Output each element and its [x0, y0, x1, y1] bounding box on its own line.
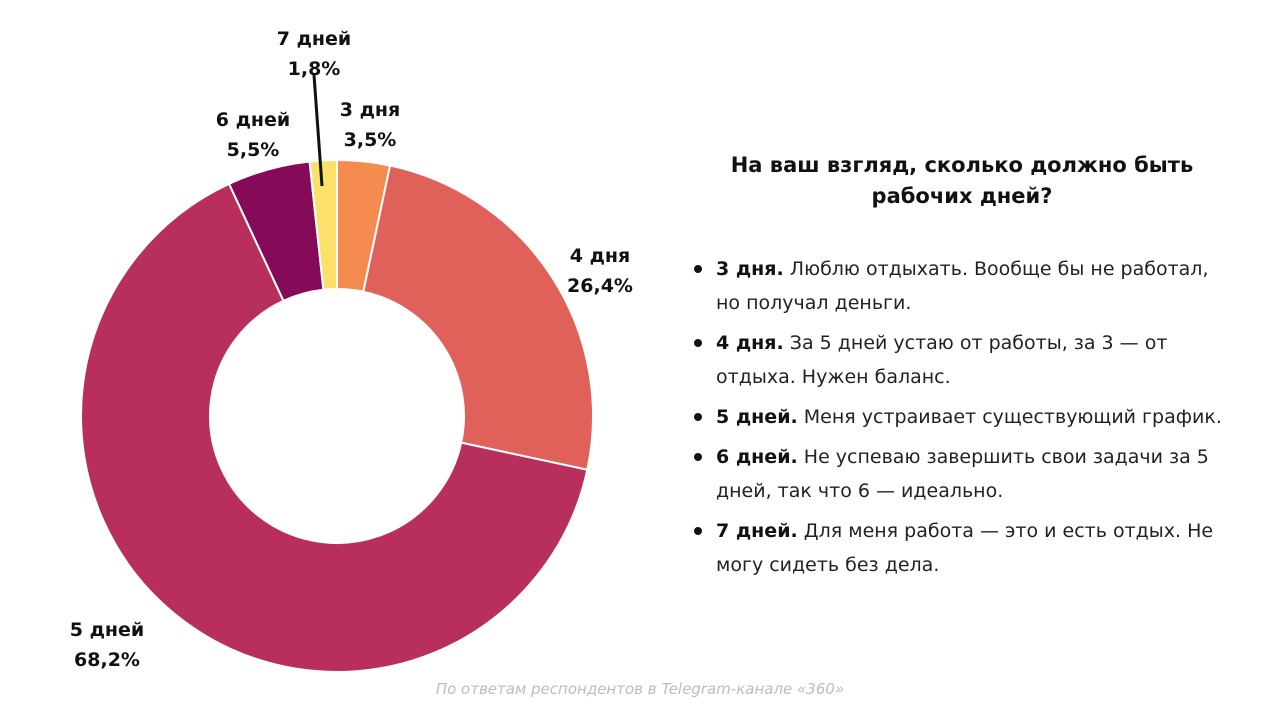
bullet-icon: [694, 413, 702, 421]
slice-4-дня: [362, 164, 594, 471]
donut-chart: 3 дня 3,5% 4 дня 26,4% 5 дней 68,2% 6 дней 5,5%…: [70, 28, 633, 673]
answer-item: 5 дней. Меня устраивает существующий гра…: [692, 400, 1232, 434]
answer-text: Не успеваю завершить свои задачи за 5 дн…: [716, 446, 1209, 502]
bullet-icon: [694, 527, 702, 535]
slice-label-7-дней: 7 дней: [277, 28, 352, 50]
answer-text: Люблю отдыхать. Вообще бы не работал, но…: [716, 258, 1209, 314]
slice-label-6-дней: 6 дней: [216, 109, 291, 131]
answer-text: Меня устраивает существующий график.: [803, 406, 1222, 428]
bullet-icon: [694, 265, 702, 273]
slice-value-3-дня: 3,5%: [344, 129, 397, 151]
slice-label-4-дня: 4 дня: [570, 245, 631, 267]
answer-text: Для меня работа — это и есть отдых. Не м…: [716, 520, 1214, 576]
slice-value-4-дня: 26,4%: [567, 275, 633, 297]
source-note: По ответам респондентов в Telegram-канал…: [435, 680, 845, 698]
question-title: На ваш взгляд, сколько должно быть рабоч…: [730, 153, 1194, 208]
slice-value-5-дней: 68,2%: [74, 649, 140, 671]
answer-list: 3 дня. Люблю отдыхать. Вообще бы не рабо…: [692, 252, 1232, 582]
answer-item: 6 дней. Не успеваю завершить свои задачи…: [692, 440, 1232, 508]
answer-label: 6 дней.: [716, 446, 798, 468]
chart-labels: 3 дня 3,5% 4 дня 26,4% 5 дней 68,2% 6 дней 5,5%…: [70, 28, 633, 671]
answer-text: За 5 дней устаю от работы, за 3 — от отд…: [716, 332, 1168, 388]
answer-item: 3 дня. Люблю отдыхать. Вообще бы не рабо…: [692, 252, 1232, 320]
slice-value-6-дней: 5,5%: [227, 139, 280, 161]
slice-value-7-дней: 1,8%: [288, 58, 341, 80]
answer-item: 7 дней. Для меня работа — это и есть отд…: [692, 514, 1232, 582]
answer-label: 5 дней.: [716, 406, 798, 428]
answer-label: 3 дня.: [716, 258, 784, 280]
slice-label-3-дня: 3 дня: [340, 99, 401, 121]
slice-label-5-дней: 5 дней: [70, 619, 145, 641]
slice-5-дней: [80, 182, 589, 673]
question-panel: На ваш взгляд, сколько должно быть рабоч…: [692, 150, 1232, 588]
answer-label: 7 дней.: [716, 520, 798, 542]
leader-line-7-days: [312, 74, 324, 187]
bullet-icon: [694, 453, 702, 461]
bullet-icon: [694, 339, 702, 347]
chart-slices: [80, 158, 594, 673]
answer-item: 4 дня. За 5 дней устаю от работы, за 3 —…: [692, 326, 1232, 394]
answer-label: 4 дня.: [716, 332, 784, 354]
